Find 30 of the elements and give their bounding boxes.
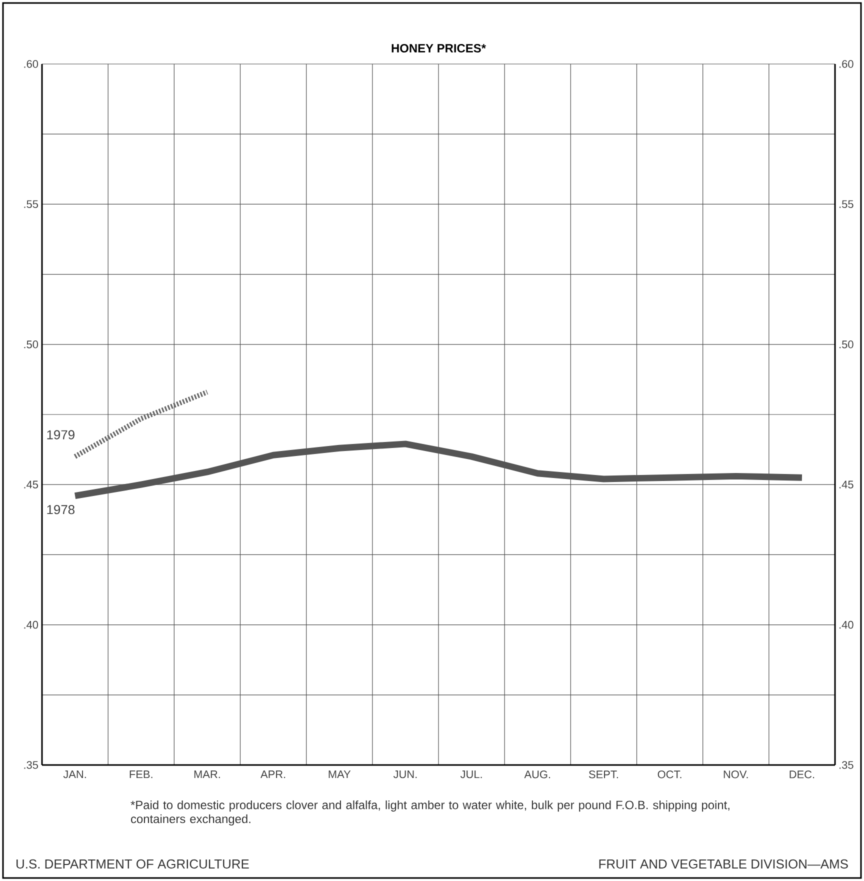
x-tick-label: FEB. (130, 770, 152, 778)
y-tick-label: .45 (24, 480, 38, 488)
text: FRUIT AND VEGETABLE DIVISION—AMS (599, 859, 848, 869)
series-label: 1978 (47, 505, 74, 514)
y-tick-label: .55 (24, 200, 38, 208)
x-tick-label: JUN. (393, 770, 417, 778)
x-tick-label: NOV. (724, 770, 748, 778)
y-tick-label: .50 (24, 340, 38, 348)
x-tick-label: DEC. (790, 770, 814, 778)
x-tick-label: MAY (328, 770, 351, 778)
x-tick-label: JUL. (460, 770, 482, 778)
x-tick-label: AUG. (524, 770, 550, 778)
chart-title: HONEY PRICES* (392, 44, 486, 52)
y2-tick-label: .60 (840, 60, 854, 68)
y2-tick-label: .45 (840, 480, 854, 488)
x-tick-label: JAN. (63, 770, 86, 778)
x-tick-label: SEPT. (588, 770, 618, 778)
text: U.S. DEPARTMENT OF AGRICULTURE (16, 859, 249, 869)
y2-tick-label: .35 (840, 761, 854, 769)
y-tick-label: .40 (24, 620, 38, 629)
series-label: 1979 (47, 430, 74, 440)
y-tick-label: .35 (24, 761, 38, 769)
y-tick-label: .60 (24, 60, 38, 68)
x-tick-label: APR. (260, 770, 286, 778)
y2-tick-label: .50 (840, 340, 854, 348)
y2-tick-label: .55 (840, 200, 854, 208)
text: *Paid to domestic producers clover and alfalfa, light amber to water white, bulk per pound F.O.B. shipping point, containers exchanged. (130, 800, 730, 826)
x-tick-label: MAR. (194, 770, 220, 778)
y2-tick-label: .40 (840, 620, 854, 629)
x-tick-label: OCT. (658, 770, 682, 778)
